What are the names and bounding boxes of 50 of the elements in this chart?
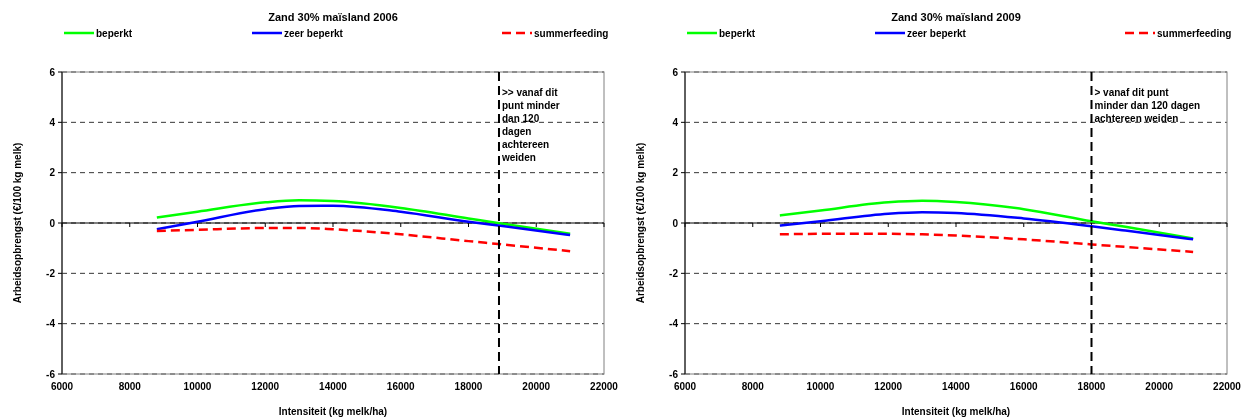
y-tick-label: -4 [46,318,56,330]
x-tick-label: 6000 [50,381,74,392]
y-tick-label: 4 [49,116,56,128]
x-tick-label: 6000 [673,381,697,392]
x-tick-label: 20000 [522,381,551,392]
y-tick-label: 0 [672,217,679,229]
y-tick-label: -6 [669,368,679,380]
x-tick-label: 12000 [251,381,280,392]
x-tick-label: 20000 [1145,381,1174,392]
line-series [778,232,1195,254]
y-tick-label: 0 [49,217,56,229]
chart-title: Zand 30% maïsland 2009 [891,11,1021,23]
chart-title: Zand 30% maïsland 2006 [268,11,398,23]
x-axis-title: Intensiteit (kg melk/ha) [901,406,1011,417]
y-tick-label: 2 [49,167,56,179]
legend-label: beperkt [96,28,133,39]
x-tick-label: 22000 [1213,381,1242,392]
legend-label: beperkt [719,28,756,39]
y-tick-label: 6 [49,66,56,78]
x-tick-label: 12000 [874,381,903,392]
x-tick-label: 16000 [1009,381,1039,392]
legend-label: zeer beperkt [284,28,344,39]
y-axis-title: Arbeidsopbrengst (€/100 kg melk) [12,142,23,304]
legend-label: zeer beperkt [907,28,967,39]
x-tick-label: 8000 [741,381,765,392]
y-axis-title: Arbeidsopbrengst (€/100 kg melk) [635,142,646,304]
x-tick-label: 18000 [1077,381,1106,392]
y-tick-label: 2 [672,167,679,179]
x-tick-label: 8000 [118,381,142,392]
line-series [778,210,1195,241]
x-tick-label: 16000 [386,381,416,392]
y-tick-label: -2 [46,267,56,279]
x-tick-label: 10000 [806,381,835,392]
x-tick-label: 14000 [942,381,971,392]
legend-label: summerfeeding [1157,28,1232,39]
y-tick-label: -6 [46,368,56,380]
line-series [155,226,572,253]
legend-label: summerfeeding [534,28,609,39]
y-tick-label: -4 [669,318,679,330]
y-tick-label: -2 [669,267,679,279]
x-tick-label: 10000 [183,381,212,392]
y-tick-label: 6 [672,66,679,78]
x-axis-title: Intensiteit (kg melk/ha) [278,406,388,417]
x-tick-label: 18000 [454,381,483,392]
x-tick-label: 22000 [590,381,619,392]
ref-line-label: >> vanaf dit punt minder dan 120 dagen achtereen weiden [500,87,560,163]
y-tick-label: 4 [672,116,679,128]
line-series [778,199,1195,240]
x-tick-label: 14000 [319,381,348,392]
ref-line-label: > vanaf dit punt minder dan 120 dagen achtereen weiden [1094,87,1201,124]
